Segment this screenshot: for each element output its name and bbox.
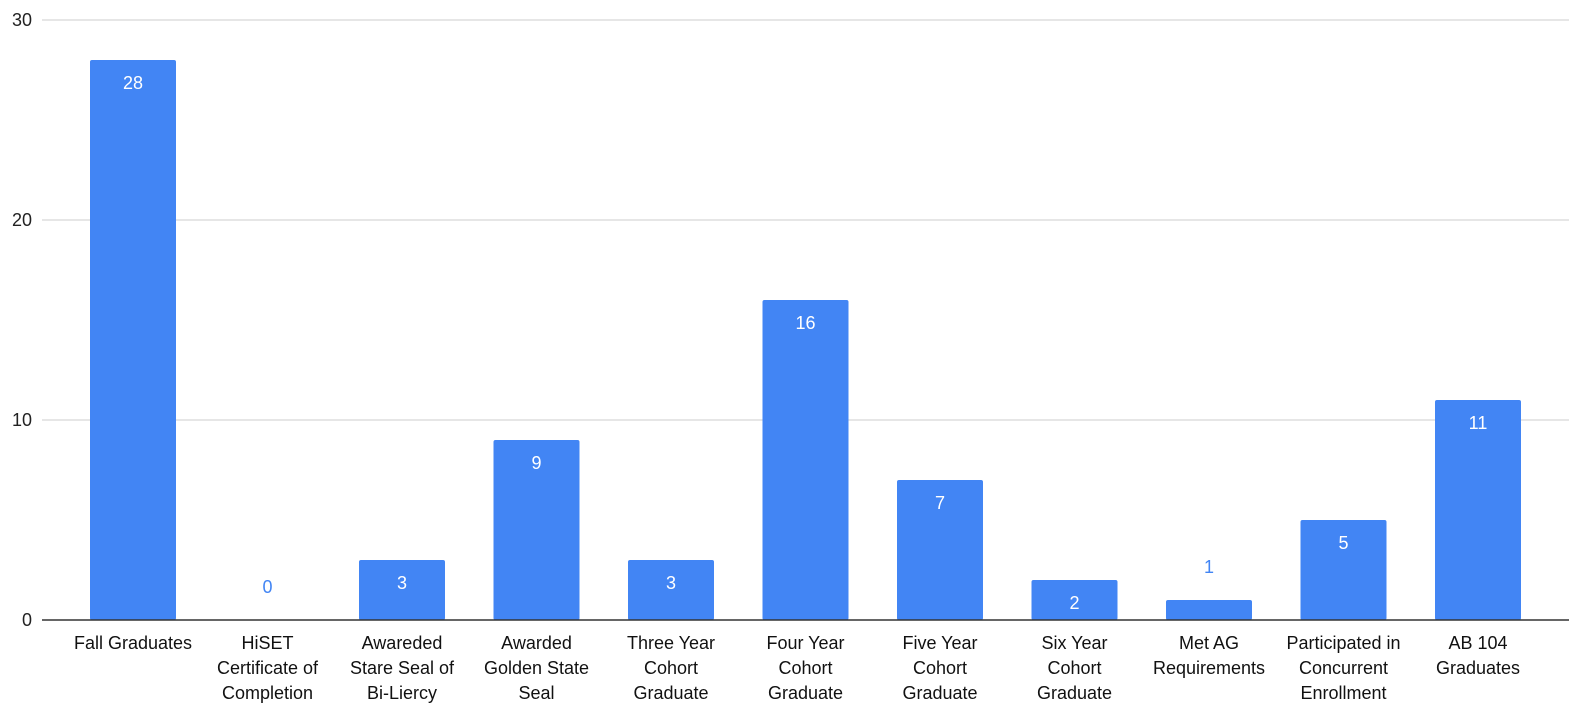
bar-8[interactable] [1166, 600, 1252, 620]
data-label-9: 5 [1338, 533, 1348, 553]
category-label-line: Fall Graduates [74, 633, 192, 653]
category-label-8: Met AG Requirements [1153, 633, 1265, 678]
data-label-5: 16 [795, 313, 815, 333]
category-label-line: Graduates [1436, 658, 1520, 678]
category-label-line: Participated in [1286, 633, 1400, 653]
data-label-8: 1 [1204, 557, 1214, 577]
bar-5[interactable] [762, 300, 849, 620]
category-label-line: Three Year [627, 633, 715, 653]
category-label-line: Graduate [768, 683, 843, 703]
category-label-line: Four Year [766, 633, 844, 653]
category-label-line: Awarded [501, 633, 572, 653]
category-label-line: Stare Seal of [350, 658, 455, 678]
category-label-line: HiSET [241, 633, 293, 653]
category-label-line: Seal [518, 683, 554, 703]
data-labels: 28 0 3 9 3 16 7 2 1 5 11 [123, 73, 1487, 613]
category-label-line: Completion [222, 683, 313, 703]
category-label-line: Met AG [1179, 633, 1239, 653]
category-label-line: Golden State [484, 658, 589, 678]
data-label-4: 3 [666, 573, 676, 593]
category-label-7: Six Year Cohort Graduate [1037, 633, 1112, 703]
category-label-2: Awareded Stare Seal of Bi-Liercy [350, 633, 455, 703]
data-label-3: 9 [531, 453, 541, 473]
data-label-7: 2 [1069, 593, 1079, 613]
bar-2[interactable] [359, 560, 445, 620]
data-label-0: 28 [123, 73, 143, 93]
category-label-line: Graduate [1037, 683, 1112, 703]
data-label-2: 3 [397, 573, 407, 593]
category-label-line: Cohort [1047, 658, 1101, 678]
category-label-line: Concurrent [1299, 658, 1388, 678]
category-label-line: Bi-Liercy [367, 683, 437, 703]
category-label-line: Requirements [1153, 658, 1265, 678]
bar-7[interactable] [1031, 580, 1118, 620]
category-label-line: Certificate of [217, 658, 319, 678]
data-label-10: 11 [1469, 413, 1488, 433]
category-label-line: Enrollment [1300, 683, 1386, 703]
category-label-4: Three Year Cohort Graduate [627, 633, 715, 703]
category-label-line: Awareded [362, 633, 443, 653]
category-label-3: Awarded Golden State Seal [484, 633, 589, 703]
category-label-line: AB 104 [1448, 633, 1507, 653]
category-label-line: Cohort [913, 658, 967, 678]
category-label-line: Graduate [902, 683, 977, 703]
bar-0[interactable] [90, 60, 176, 620]
category-label-line: Five Year [902, 633, 977, 653]
bar-9[interactable] [1300, 520, 1387, 620]
y-axis-ticks: 0 10 20 30 [12, 10, 32, 630]
category-label-line: Cohort [644, 658, 698, 678]
bar-4[interactable] [628, 560, 714, 620]
bar-6[interactable] [897, 480, 983, 620]
category-label-9: Participated in Concurrent Enrollment [1286, 633, 1400, 703]
category-label-line: Six Year [1041, 633, 1107, 653]
category-label-5: Four Year Cohort Graduate [766, 633, 844, 703]
category-label-line: Cohort [778, 658, 832, 678]
y-tick-label-0: 0 [22, 610, 32, 630]
y-tick-label-10: 10 [12, 410, 32, 430]
bar-10[interactable] [1435, 400, 1521, 620]
data-label-6: 7 [935, 493, 945, 513]
category-label-6: Five Year Cohort Graduate [902, 633, 977, 703]
category-label-line: Graduate [633, 683, 708, 703]
y-tick-label-20: 20 [12, 210, 32, 230]
category-label-0: Fall Graduates [74, 633, 192, 653]
data-label-1: 0 [262, 577, 272, 597]
category-labels: Fall Graduates HiSET Certificate of Complet… [74, 633, 1520, 703]
category-label-10: AB 104 Graduates [1436, 633, 1520, 678]
y-tick-label-30: 30 [12, 10, 32, 30]
category-label-1: HiSET Certificate of Completion [217, 633, 319, 703]
bar-3[interactable] [493, 440, 580, 620]
bars [90, 60, 1521, 620]
